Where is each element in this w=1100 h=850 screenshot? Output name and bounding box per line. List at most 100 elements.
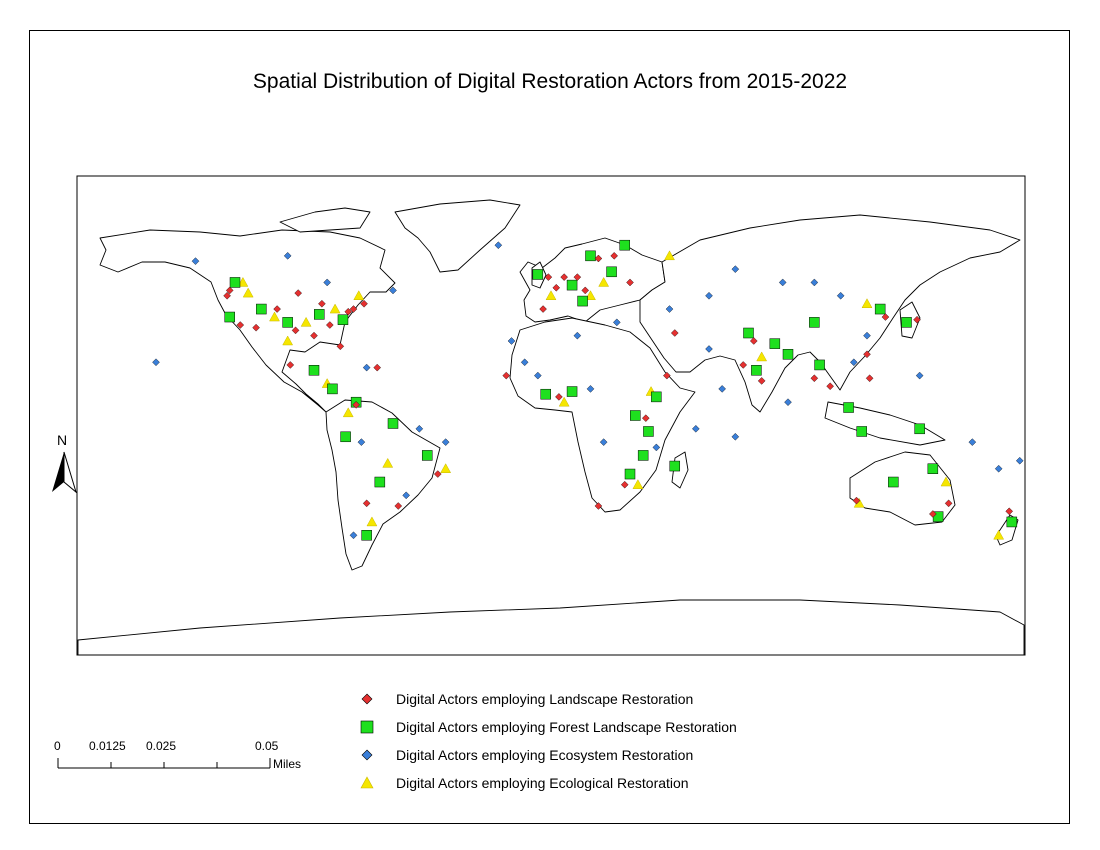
landscape-restoration-point: [336, 342, 345, 351]
map-frame: [29, 30, 1070, 824]
landscape-restoration-point: [310, 331, 318, 340]
legend-red-diamond-symbol: [361, 693, 373, 705]
ecosystem-restoration-point: [613, 318, 621, 327]
ecosystem-restoration-point: [415, 425, 424, 433]
legend-green-square-symbol: [360, 720, 374, 734]
landscape-restoration-point: [294, 289, 302, 297]
forest-landscape-restoration-point: [532, 269, 544, 280]
landscape-restoration-point: [318, 299, 326, 308]
landscape-restoration-point: [555, 393, 563, 401]
landscape-restoration-point: [236, 321, 245, 329]
ecosystem-restoration-point: [520, 358, 529, 367]
ecosystem-restoration-point: [836, 291, 845, 300]
forest-landscape-restoration-point: [843, 402, 854, 413]
forest-landscape-restoration-point: [224, 311, 235, 323]
scale-unit: Miles: [273, 757, 302, 771]
forest-landscape-restoration-point: [624, 468, 636, 480]
ecosystem-restoration-point: [778, 278, 787, 287]
ecological-restoration-point: [940, 476, 952, 487]
ecosystem-restoration-point: [915, 371, 924, 380]
ecosystem-restoration-point: [968, 438, 977, 446]
ecosystem-restoration-point: [810, 278, 819, 287]
landscape-restoration-point: [865, 374, 874, 383]
ecological-restoration-point: [329, 303, 341, 314]
ecosystem-restoration-point: [441, 438, 450, 446]
landscape-restoration-point: [552, 283, 561, 292]
forest-landscape-restoration-point: [769, 338, 781, 349]
landscape-restoration-point: [670, 329, 679, 337]
ecological-restoration-point: [237, 276, 249, 287]
landscape-restoration-point: [573, 273, 582, 281]
forest-landscape-restoration-point: [314, 309, 325, 320]
forest-landscape-restoration-point: [927, 463, 939, 474]
legend-yellow-triangle-symbol: [360, 776, 374, 789]
ecosystem-restoration-point: [357, 438, 366, 446]
forest-landscape-restoration-point: [814, 359, 825, 371]
landscape-restoration-point: [291, 326, 300, 335]
landscape-restoration-point: [362, 499, 371, 508]
legend-label: Digital Actors employing Forest Landscap…: [396, 719, 737, 735]
legend-item-forest: Digital Actors employing Forest Landscap…: [396, 717, 737, 737]
ecosystem-restoration-point: [731, 265, 740, 273]
landscape-restoration-point: [810, 374, 819, 383]
ecosystem-restoration-point: [652, 443, 661, 452]
ecosystem-restoration-point: [323, 278, 331, 287]
forest-landscape-restoration-point: [387, 418, 399, 429]
forest-landscape-restoration-point: [669, 460, 681, 472]
scale-bar: [57, 758, 271, 769]
ecosystem-restoration-point: [152, 358, 160, 367]
ecosystem-restoration-point: [692, 425, 700, 433]
landscape-restoration-point: [560, 273, 568, 281]
legend-label: Digital Actors employing Landscape Resto…: [396, 691, 694, 707]
ecosystem-restoration-point: [534, 371, 542, 380]
north-label: N: [57, 432, 68, 448]
actor-points: [152, 239, 1024, 541]
forest-landscape-restoration-point: [256, 303, 267, 315]
legend-item-ecosystem: Digital Actors employing Ecosystem Resto…: [396, 745, 693, 765]
ecosystem-restoration-point: [573, 331, 582, 340]
ecosystem-restoration-point: [731, 433, 740, 441]
landscape-restoration-point: [913, 315, 921, 324]
ecosystem-restoration-point: [389, 286, 397, 295]
ecosystem-restoration-point: [349, 531, 358, 540]
landscape-restoration-point: [929, 510, 937, 518]
ecosystem-restoration-point: [784, 398, 792, 406]
ecosystem-restoration-point: [705, 291, 713, 300]
landscape-restoration-point: [826, 382, 834, 391]
forest-landscape-restoration-point: [619, 239, 630, 251]
ecosystem-restoration-point: [705, 345, 713, 353]
landscape-restoration-point: [502, 371, 511, 380]
landscape-restoration-point: [360, 299, 368, 308]
ecological-restoration-point: [366, 516, 378, 527]
africa: [509, 317, 696, 513]
landscape-restoration-point: [757, 377, 766, 385]
ecosystem-restoration-point: [863, 331, 871, 340]
ecological-restoration-point: [242, 287, 254, 298]
legend-item-ecological: Digital Actors employing Ecological Rest…: [396, 773, 689, 793]
ecosystem-restoration-point: [718, 385, 726, 393]
ecological-restoration-point: [382, 457, 394, 468]
ecosystem-restoration-point: [665, 305, 674, 313]
forest-landscape-restoration-point: [361, 530, 372, 541]
forest-landscape-restoration-point: [874, 303, 886, 315]
landscape-restoration-point: [373, 363, 381, 372]
landscape-restoration-point: [863, 350, 871, 359]
map-title: Spatial Distribution of Digital Restorat…: [252, 70, 848, 93]
landscape-restoration-point: [349, 305, 358, 313]
landscape-restoration-point: [620, 480, 629, 489]
forest-landscape-restoration-point: [782, 349, 794, 360]
ecological-restoration-point: [353, 290, 365, 300]
landscape-restoration-point: [663, 371, 671, 380]
ecological-restoration-point: [632, 479, 644, 489]
asia: [639, 214, 1021, 413]
southeast-asia-islands: [824, 401, 946, 446]
legend-label: Digital Actors employing Ecological Rest…: [396, 775, 689, 791]
landscape-restoration-point: [273, 305, 281, 313]
land-masses: [77, 199, 1025, 656]
landscape-restoration-point: [286, 361, 295, 369]
landscape-restoration-point: [544, 273, 553, 281]
scale-label-1: 0.0125: [89, 739, 126, 753]
landscape-restoration-point: [594, 502, 603, 510]
ecological-restoration-point: [598, 276, 610, 287]
